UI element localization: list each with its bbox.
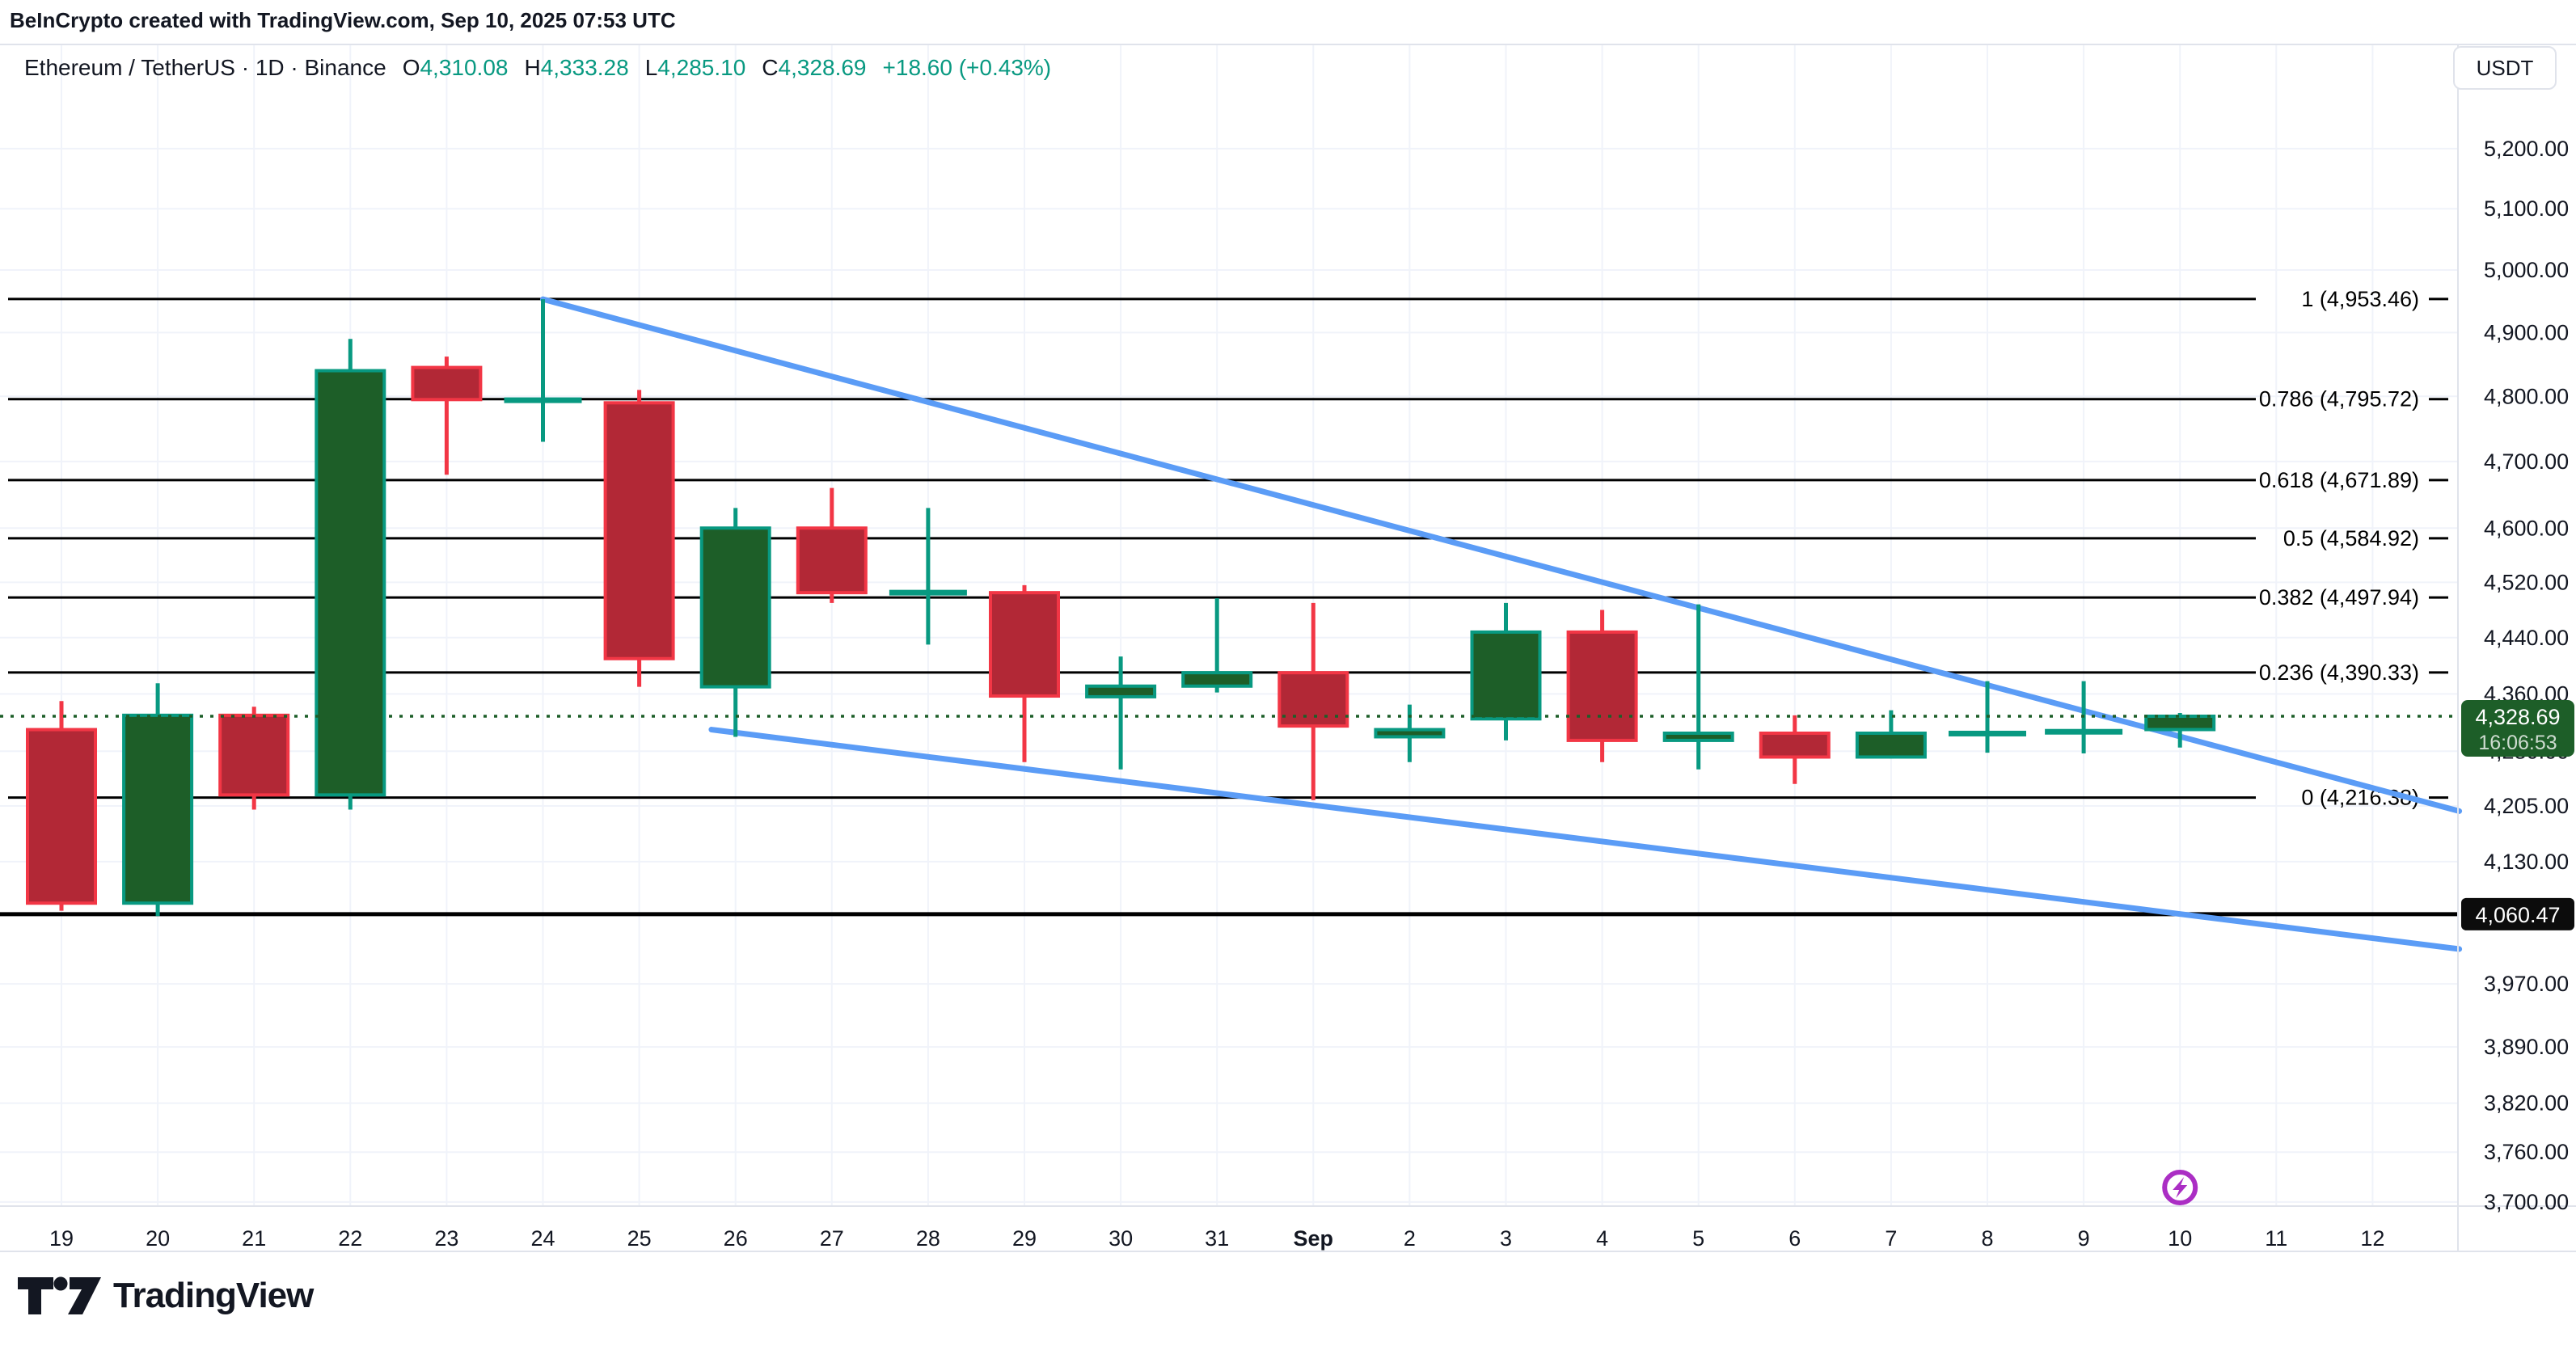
fib-level-label: 0.236 (4,390.33) — [2259, 660, 2419, 685]
symbol-title[interactable]: Ethereum / TetherUS · 1D · Binance — [24, 55, 386, 80]
bar-countdown: 16:06:53 — [2478, 732, 2557, 754]
candles — [26, 299, 2216, 917]
time-axis-label: 12 — [2360, 1226, 2384, 1251]
fib-level-label: 0.618 (4,671.89) — [2259, 468, 2419, 492]
candle — [989, 584, 1060, 762]
trendline-upper-descending[interactable] — [540, 296, 2463, 814]
candle — [26, 701, 97, 911]
time-axis-label: 5 — [1692, 1226, 1704, 1251]
candle — [1470, 602, 1542, 740]
attribution-text: BeInCrypto created with TradingView.com,… — [10, 8, 676, 32]
tradingview-logo-text[interactable]: TradingView — [113, 1276, 314, 1315]
candle — [1374, 704, 1446, 762]
time-axis-label: 20 — [146, 1226, 170, 1251]
fib-level-label: 0.786 (4,795.72) — [2259, 387, 2419, 411]
price-axis-label: 4,520.00 — [2484, 570, 2569, 594]
symbol-info-row: Ethereum / TetherUS · 1D · Binance O 4,31… — [24, 55, 1051, 81]
time-axis[interactable]: 19 20 21 22 23 24 25 26 27 28 29 30 31 Sep 2 3 4 5 6 7 8 9 10 1… — [49, 1226, 2384, 1251]
candle — [1759, 715, 1831, 784]
time-axis-label: 31 — [1205, 1226, 1229, 1251]
time-axis-label: 11 — [2265, 1226, 2287, 1251]
candle — [411, 356, 483, 475]
time-axis-label: 30 — [1109, 1226, 1133, 1251]
candle — [1662, 604, 1734, 770]
price-axis-label: 4,205.00 — [2484, 794, 2569, 818]
footer-branding: TradingView — [18, 1276, 314, 1316]
svg-text:4,060.47: 4,060.47 — [2475, 903, 2560, 927]
time-axis-label: 8 — [1981, 1226, 1993, 1251]
candle — [122, 683, 194, 917]
candle — [504, 299, 582, 442]
fib-level-label: 1 (4,953.46) — [2301, 287, 2419, 311]
time-axis-label: 9 — [2078, 1226, 2090, 1251]
price-axis-label: 3,760.00 — [2484, 1140, 2569, 1164]
candle — [889, 508, 967, 645]
time-axis-label: 28 — [916, 1226, 940, 1251]
lightning-idea-marker[interactable] — [2162, 1170, 2198, 1205]
price-axis-label: 3,970.00 — [2484, 972, 2569, 996]
price-axis-label: 3,890.00 — [2484, 1035, 2569, 1059]
level-price-badge: 4,060.47 — [2461, 897, 2574, 930]
fib-level-label: 0.5 (4,584.92) — [2283, 526, 2419, 551]
svg-text:4,328.69: 4,328.69 — [2475, 705, 2560, 729]
price-axis[interactable]: 5,200.00 5,100.00 5,000.00 4,900.00 4,800.00… — [2484, 137, 2569, 1214]
time-axis-label: Sep — [1294, 1226, 1334, 1251]
price-axis-label: 5,200.00 — [2484, 137, 2569, 161]
price-axis-label: 4,800.00 — [2484, 384, 2569, 408]
ohlc-low: L 4,285.10 — [644, 55, 746, 80]
price-axis-label: 4,600.00 — [2484, 516, 2569, 540]
last-price-badge: 4,328.69 16:06:53 — [2461, 699, 2574, 757]
time-axis-label: 10 — [2168, 1226, 2192, 1251]
time-axis-label: 4 — [1596, 1226, 1608, 1251]
candle — [315, 339, 386, 810]
price-axis-label: 3,820.00 — [2484, 1091, 2569, 1116]
time-axis-label: 26 — [724, 1226, 748, 1251]
trendline-lower-descending[interactable] — [708, 727, 2463, 952]
time-axis-label: 25 — [627, 1226, 652, 1251]
time-axis-label: 27 — [820, 1226, 844, 1251]
time-axis-label: 7 — [1885, 1226, 1897, 1251]
price-axis-label: 4,900.00 — [2484, 320, 2569, 344]
price-axis-label: 4,700.00 — [2484, 449, 2569, 474]
price-axis-label: 5,000.00 — [2484, 258, 2569, 282]
time-axis-label: 19 — [49, 1226, 74, 1251]
time-axis-label: 3 — [1500, 1226, 1512, 1251]
ohlc-high: H 4,333.28 — [524, 55, 629, 80]
panel-borders — [0, 44, 2576, 1252]
candle — [1181, 597, 1253, 693]
price-axis-label: 3,700.00 — [2484, 1190, 2569, 1214]
candle — [796, 487, 868, 603]
candle — [218, 707, 290, 810]
price-axis-label: 4,440.00 — [2484, 626, 2569, 650]
change-value: +18.60 (+0.43%) — [882, 55, 1052, 80]
ohlc-close: C 4,328.69 — [762, 55, 867, 80]
price-axis-label: 5,100.00 — [2484, 196, 2569, 221]
candle — [699, 508, 771, 737]
candle — [1085, 656, 1157, 770]
time-axis-label: 6 — [1788, 1226, 1801, 1251]
ohlc-open: O 4,310.08 — [402, 55, 509, 80]
time-axis-label: 29 — [1012, 1226, 1037, 1251]
price-axis-label: 4,130.00 — [2484, 850, 2569, 874]
time-axis-label: 2 — [1404, 1226, 1416, 1251]
currency-toggle-button[interactable]: USDT — [2453, 46, 2557, 90]
candle — [603, 390, 675, 687]
fib-level-label: 0.382 (4,497.94) — [2259, 585, 2419, 610]
candle — [1566, 610, 1638, 762]
candle — [1277, 602, 1349, 800]
tradingview-logo-icon[interactable] — [18, 1276, 102, 1316]
time-axis-label: 24 — [530, 1226, 555, 1251]
candle — [1855, 710, 1927, 759]
candle — [2144, 712, 2216, 748]
time-axis-label: 21 — [242, 1226, 266, 1251]
time-axis-label: 22 — [338, 1226, 362, 1251]
time-axis-label: 23 — [434, 1226, 458, 1251]
